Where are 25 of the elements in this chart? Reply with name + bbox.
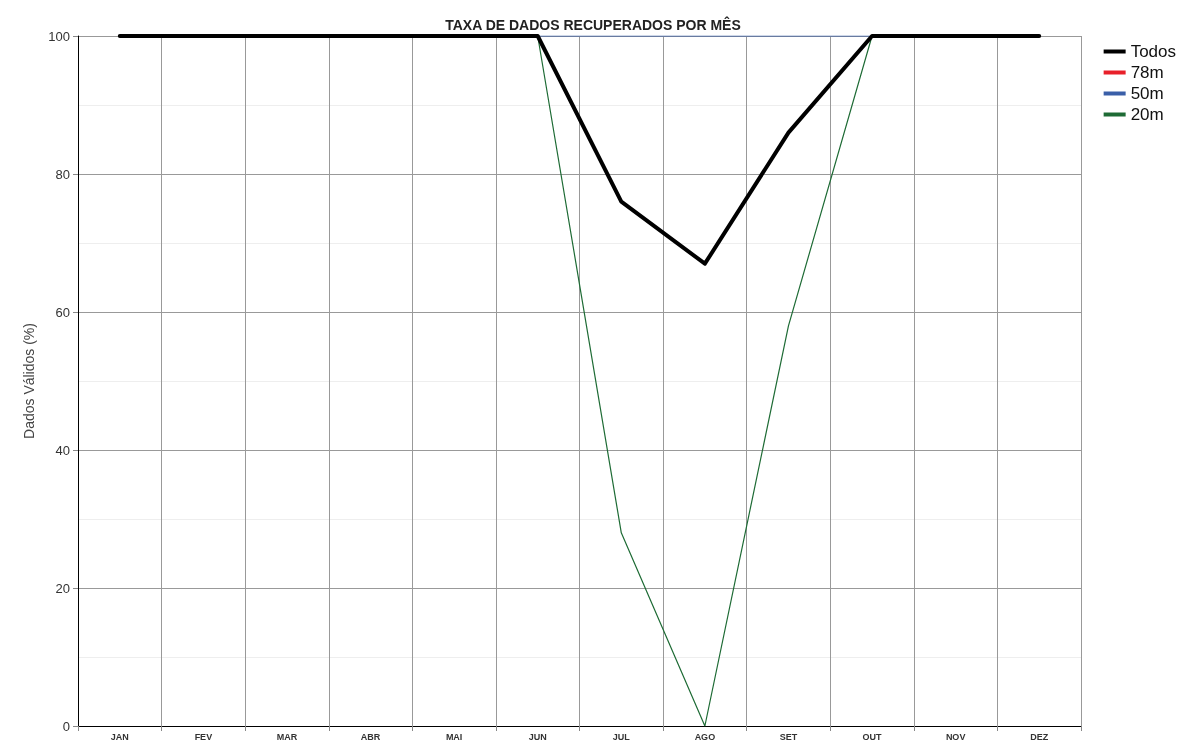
legend-label: 20m [1130,105,1164,124]
x-tick-label: SET [779,731,798,742]
x-tick-label: JUL [612,731,631,742]
x-tick-label: ABR [360,731,381,742]
x-tick-label: AGO [694,731,716,742]
y-tick-label: 80 [55,166,70,182]
legend-label: 78m [1130,63,1164,82]
legend-label: 50m [1130,84,1164,103]
x-tick-label: DEZ [1030,731,1049,742]
x-tick-label: MAR [276,731,298,742]
y-tick-label: 60 [55,304,70,320]
line-series [117,34,1042,266]
y-tick-label: 0 [62,718,70,734]
x-tick-label: NOV [945,731,966,742]
x-tick-label: JAN [110,731,129,742]
chart-title: TAXA DE DADOS RECUPERADOS POR MÊS [445,16,741,33]
x-tick-label: MAI [445,731,463,742]
x-tick-label: OUT [862,731,883,742]
y-axis-title: Dados Válidos (%) [21,323,37,439]
y-tick-label: 40 [55,442,70,458]
x-tick-label: FEV [194,731,213,742]
legend-label: Todos [1130,42,1177,61]
x-tick-label: JUN [528,731,547,742]
y-tick-label: 20 [55,580,70,596]
y-tick-label: 100 [48,28,70,44]
